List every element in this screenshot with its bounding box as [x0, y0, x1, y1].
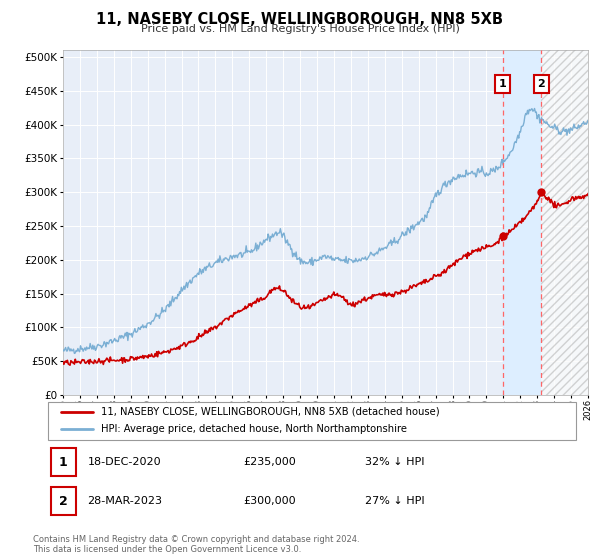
Bar [503, 50, 541, 395]
Text: 1: 1 [59, 455, 68, 469]
Text: 1: 1 [499, 79, 506, 89]
FancyBboxPatch shape [50, 448, 76, 476]
Text: 11, NASEBY CLOSE, WELLINGBOROUGH, NN8 5XB: 11, NASEBY CLOSE, WELLINGBOROUGH, NN8 5X… [97, 12, 503, 27]
Bar [541, 50, 588, 395]
Text: 2: 2 [538, 79, 545, 89]
Text: Price paid vs. HM Land Registry's House Price Index (HPI): Price paid vs. HM Land Registry's House … [140, 24, 460, 34]
Text: 32% ↓ HPI: 32% ↓ HPI [365, 457, 424, 467]
FancyBboxPatch shape [48, 402, 576, 440]
Text: This data is licensed under the Open Government Licence v3.0.: This data is licensed under the Open Gov… [33, 545, 301, 554]
Text: 27% ↓ HPI: 27% ↓ HPI [365, 496, 424, 506]
Text: £235,000: £235,000 [244, 457, 296, 467]
Bar [541, 50, 588, 395]
Text: Contains HM Land Registry data © Crown copyright and database right 2024.: Contains HM Land Registry data © Crown c… [33, 535, 359, 544]
FancyBboxPatch shape [50, 487, 76, 515]
Text: HPI: Average price, detached house, North Northamptonshire: HPI: Average price, detached house, Nort… [101, 424, 407, 435]
Text: 2: 2 [59, 494, 68, 508]
Text: 11, NASEBY CLOSE, WELLINGBOROUGH, NN8 5XB (detached house): 11, NASEBY CLOSE, WELLINGBOROUGH, NN8 5X… [101, 407, 439, 417]
Text: 18-DEC-2020: 18-DEC-2020 [88, 457, 161, 467]
Bar [541, 50, 588, 395]
Text: £300,000: £300,000 [244, 496, 296, 506]
Text: 28-MAR-2023: 28-MAR-2023 [88, 496, 163, 506]
